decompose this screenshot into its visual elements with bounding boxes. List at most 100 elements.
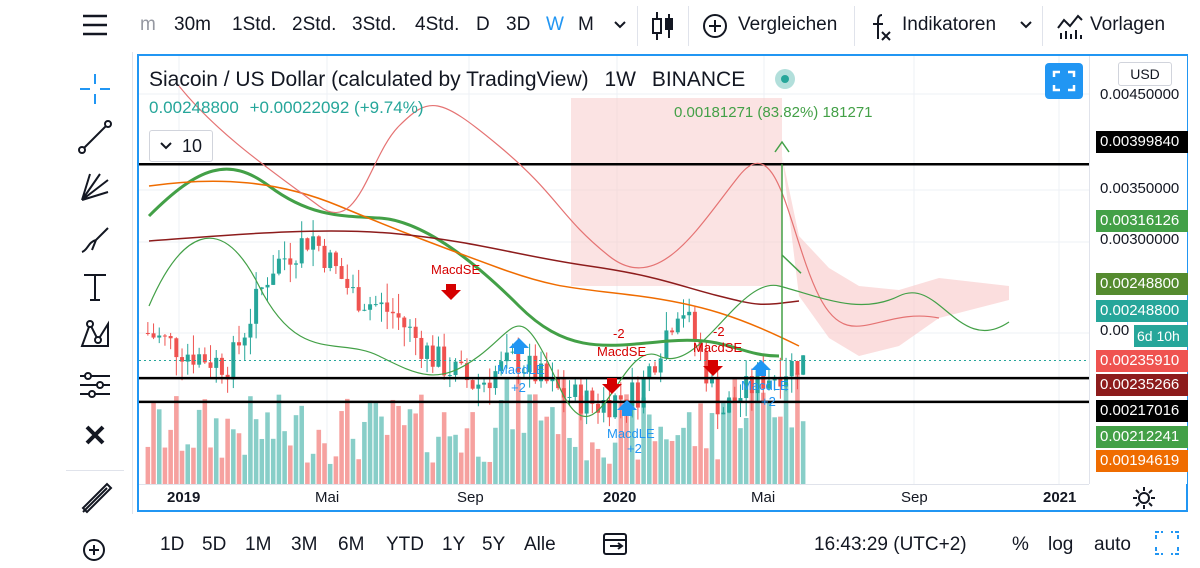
chart-plot[interactable]: 0.00181271 (83.82%) 181271MacdSEMacdLE+2… [139,56,1089,484]
price-label-ema-orange: 0.00194619 [1096,450,1188,472]
indicators-button[interactable]: Indikatoren [902,14,997,35]
candle-body [214,357,219,368]
volume-bar [225,418,230,484]
candle-body [795,361,800,375]
currency-badge[interactable]: USD [1118,62,1172,86]
price-axis[interactable]: USD 0.00450000 0.00350000 0.00300000 0.0… [1089,56,1188,484]
settings-icon[interactable] [1132,486,1156,515]
chevron-down-icon[interactable] [1018,14,1034,39]
volume-bar [447,436,453,484]
brush-icon[interactable] [58,222,132,256]
candle-body [316,236,321,246]
volume-bar [527,394,532,484]
symbol-title[interactable]: Siacoin / US Dollar (calculated by Tradi… [149,68,589,91]
signal-arrow [751,360,771,376]
price-tick: 0.00300000 [1100,231,1180,248]
range-6m[interactable]: 6M [338,534,365,555]
volume-bar [481,461,487,484]
log-toggle[interactable]: log [1048,534,1074,555]
timeframe-30m[interactable]: 30m [174,14,211,35]
signal-label: MacdLE [741,378,789,393]
indicators-icon[interactable] [868,12,894,47]
compare-button[interactable]: Vergleichen [738,14,838,35]
timeframe-3d[interactable]: 3D [506,14,531,35]
legend-collapse-button[interactable]: 10 [149,130,213,162]
candle-body [413,326,418,338]
candle-body [533,355,538,382]
range-1d[interactable]: 1D [160,534,185,555]
timeframe-1std[interactable]: 1Std. [232,14,277,35]
candles-icon[interactable] [650,10,676,47]
volume-bar [413,413,418,484]
volume-bar [293,415,299,484]
candle-body [362,309,367,311]
legend-values: 0.00248800 +0.00022092 (+9.74%) [149,98,423,118]
volume-bar [783,383,789,484]
timeframe-w[interactable]: W [546,14,564,35]
fullscreen-button[interactable] [1045,63,1083,99]
prediction-icon[interactable] [58,368,132,402]
menu-icon[interactable] [58,10,132,40]
timeframe-2std[interactable]: 2Std. [292,14,337,35]
volume-bar [259,438,265,484]
range-1m[interactable]: 1M [245,534,272,555]
text-tool-icon[interactable] [58,270,132,304]
clock-display[interactable]: 16:43:29 (UTC+2) [814,534,967,555]
time-axis[interactable]: 2019 Mai Sep 2020 Mai Sep 2021 [139,484,1089,511]
volume-bar [800,421,806,484]
measure-diagonal [781,254,802,274]
range-all[interactable]: Alle [524,534,556,555]
timeframe-m[interactable]: m [140,14,156,35]
candle-body [248,323,253,338]
candle-body [356,287,361,311]
gann-fan-icon[interactable] [58,170,132,204]
range-ytd[interactable]: YTD [386,534,424,555]
chevron-down-icon[interactable] [612,14,628,39]
trend-line-icon[interactable] [58,120,132,154]
goto-date-icon[interactable] [602,530,628,561]
candle-body [430,345,435,367]
auto-toggle[interactable]: auto [1094,534,1131,555]
crosshair-icon[interactable] [58,72,132,106]
volume-bar [515,376,521,484]
range-3m[interactable]: 3M [291,534,318,555]
percent-toggle[interactable]: % [1012,534,1029,555]
compare-icon[interactable] [702,13,728,44]
legend-count: 10 [182,136,203,156]
range-1y[interactable]: 1Y [442,534,466,555]
candle-body [744,376,749,399]
timeframe-m-month[interactable]: M [578,14,594,35]
volume-bar [658,426,663,484]
volume-bar [156,409,162,484]
templates-icon[interactable] [1056,12,1084,45]
templates-button[interactable]: Vorlagen [1090,14,1166,35]
candle-body [504,352,509,362]
volume-bar [453,434,458,484]
candle-body [789,361,794,377]
candle-body [368,304,373,310]
pattern-icon[interactable] [58,318,132,352]
range-5d[interactable]: 5D [202,534,227,555]
ruler-icon[interactable] [58,482,132,518]
candle-body [259,287,264,289]
volume-bar [345,398,350,484]
volume-bar [407,409,413,484]
zoom-in-icon[interactable] [58,536,132,566]
candle-body [191,354,196,365]
candle-body [385,302,390,312]
candle-body [305,238,310,250]
range-5y[interactable]: 5Y [482,534,506,555]
candle-body [510,351,515,353]
volume-bar [510,429,515,484]
volume-bar [533,394,538,484]
fullscreen-icon[interactable] [1154,530,1180,561]
ichimoku-span-b [178,85,940,327]
timeframe-4std[interactable]: 4Std. [415,14,460,35]
market-status-icon[interactable] [775,69,796,89]
timeframe-d[interactable]: D [476,14,490,35]
remove-drawings-icon[interactable] [58,420,132,450]
timeframe-3std[interactable]: 3Std. [352,14,397,35]
candle-body [276,258,281,274]
legend-title: Siacoin / US Dollar (calculated by Tradi… [149,66,796,92]
signal-arrow [617,400,637,416]
